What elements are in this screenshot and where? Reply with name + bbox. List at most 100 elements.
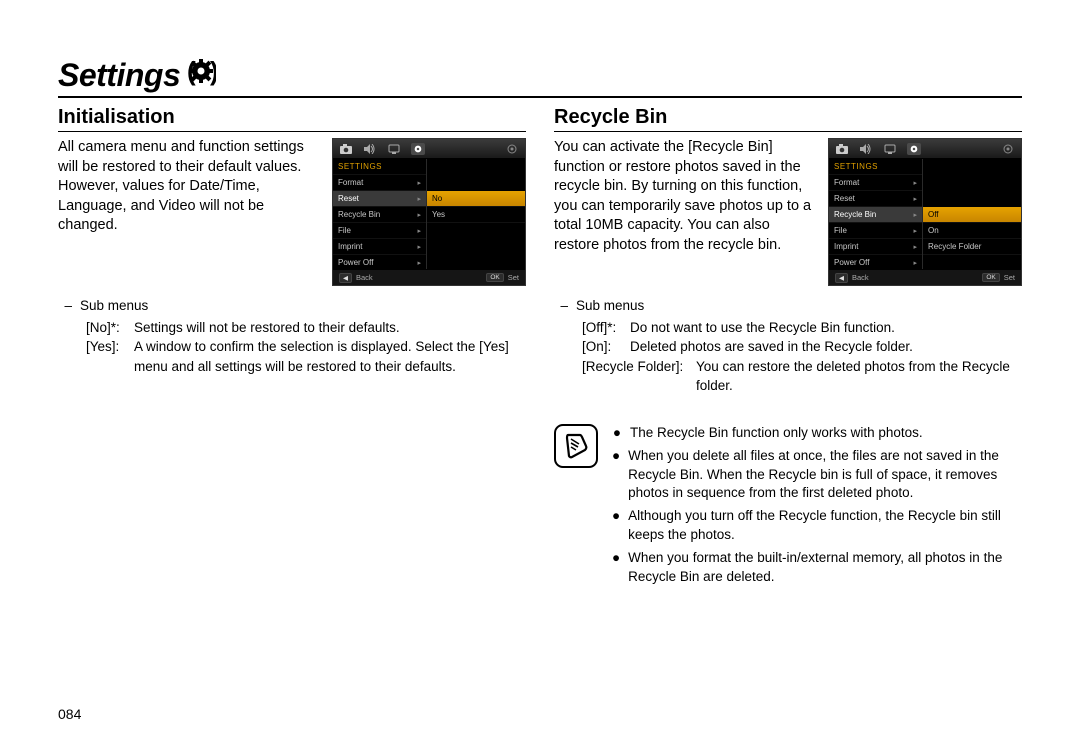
lcd-item: Format ▸ (829, 175, 922, 191)
lcd-header-label: SETTINGS (338, 162, 382, 171)
lcd-item: File▸ (333, 223, 426, 239)
camera-icon (339, 143, 353, 155)
display-icon (387, 143, 401, 155)
note-text: When you format the built-in/external me… (628, 549, 1022, 587)
left-column: Initialisation All camera menu and funct… (58, 106, 526, 591)
manual-page: Settings ( ) (0, 0, 1080, 746)
lcd-back-label: Back (852, 273, 869, 282)
section-title-recyclebin: Recycle Bin (554, 106, 1022, 132)
display-icon (883, 143, 897, 155)
right-submenus: –Sub menus [Off]*:Do not want to use the… (554, 296, 1022, 396)
row-value: Deleted photos are saved in the Recycle … (630, 337, 1022, 357)
lcd-option-label: Off (928, 210, 939, 219)
lcd-tabs (829, 139, 1021, 159)
chevron-right-icon: ▸ (417, 259, 421, 267)
lcd-item-label: Format (834, 178, 859, 187)
note-text: Although you turn off the Recycle functi… (628, 507, 1022, 545)
chevron-right-icon: ▸ (913, 179, 917, 187)
left-intro-text: All camera menu and function settings wi… (58, 138, 320, 236)
note-icon (554, 424, 598, 468)
bullet-icon: ● (612, 424, 622, 443)
chevron-right-icon: ▸ (913, 259, 917, 267)
lcd-item: Reset▸ (829, 191, 922, 207)
dash-bullet: – (58, 296, 72, 316)
left-submenus: –Sub menus [No]*: Settings will not be re… (58, 296, 526, 376)
list-item: ●Although you turn off the Recycle funct… (612, 507, 1022, 545)
dash-bullet: – (554, 296, 568, 316)
lcd-option: Yes (427, 207, 525, 223)
lcd-screenshot-right: SETTINGS Format▸ Reset▸ Recycle Bin▸ Fil… (828, 138, 1022, 286)
row-value: You can restore the deleted photos from … (696, 357, 1022, 396)
lcd-item-label: File (834, 226, 847, 235)
lcd-item-label: Imprint (338, 242, 362, 251)
lcd-item-label: Imprint (834, 242, 858, 251)
sound-icon (859, 143, 873, 155)
lcd-header-row: SETTINGS (829, 159, 922, 175)
section-title-initialisation: Initialisation (58, 106, 526, 132)
row-key: [Yes]: (58, 337, 128, 376)
lcd-item-selected: Reset ▸ (333, 191, 426, 207)
settings-tab-icon (411, 143, 425, 155)
right-kv-table: [Off]*: Do not want to use the Recycle Bi… (554, 318, 1022, 396)
lcd-item: Recycle Bin▸ (333, 207, 426, 223)
lcd-item-label: Recycle Bin (834, 210, 876, 219)
chevron-right-icon: ▸ (417, 195, 421, 203)
lcd-header-row: SETTINGS (333, 159, 426, 175)
chevron-right-icon: ▸ (913, 227, 917, 235)
lcd-screenshot-left: SETTINGS Format▸ Reset▸ Recycle Bin▸ Fil… (332, 138, 526, 286)
settings-tab-icon (907, 143, 921, 155)
row-value: Settings will not be restored to their d… (134, 318, 526, 338)
row-value: A window to confirm the selection is dis… (134, 337, 526, 376)
page-header: Settings ( ) (58, 56, 1022, 98)
lcd-option-label: Yes (432, 210, 445, 219)
bullet-icon: ● (612, 549, 620, 587)
camera-icon (835, 143, 849, 155)
lcd-item-label: Recycle Bin (338, 210, 380, 219)
table-row: [No]*: Settings will not be restored to t… (58, 318, 526, 338)
bullet-icon: ● (612, 507, 620, 545)
lcd-option-label: Recycle Folder (928, 242, 981, 251)
note-list: ● The Recycle Bin function only works wit… (612, 424, 1022, 591)
list-item: ●When you delete all files at once, the … (612, 447, 1022, 504)
extra-icon (1001, 143, 1015, 155)
list-item: ●When you format the built-in/external m… (612, 549, 1022, 587)
lcd-left-list: SETTINGS Format▸ Reset▸ Recycle Bin▸ Fil… (829, 159, 923, 269)
back-key-icon: ◀ (835, 273, 848, 283)
lcd-footer: ◀Back OKSet (829, 269, 1021, 285)
lcd-body: SETTINGS Format▸ Reset▸ Recycle Bin▸ Fil… (829, 159, 1021, 269)
lcd-item-label: Reset (834, 194, 855, 203)
svg-text:): ) (210, 56, 216, 86)
lcd-item-label: Power Off (834, 258, 869, 267)
lcd-item: Imprint ▸ (829, 239, 922, 255)
gear-icon: ( ) (186, 56, 216, 86)
table-row: [Yes]:A window to confirm the selection … (58, 337, 526, 376)
table-row: [Off]*: Do not want to use the Recycle Bi… (554, 318, 1022, 338)
ok-key-icon: OK (982, 273, 999, 282)
lcd-item-label: Format (338, 178, 363, 187)
back-key-icon: ◀ (339, 273, 352, 283)
ok-key-icon: OK (486, 273, 503, 282)
page-title: Settings (58, 57, 180, 94)
extra-icon (505, 143, 519, 155)
row-key: [Off]*: (554, 318, 624, 338)
submenu-heading: Sub menus (80, 296, 148, 316)
list-item: ● The Recycle Bin function only works wit… (612, 424, 1022, 443)
page-number: 084 (58, 706, 81, 722)
chevron-right-icon: ▸ (417, 243, 421, 251)
row-value: Do not want to use the Recycle Bin funct… (630, 318, 1022, 338)
note-text: When you delete all files at once, the f… (628, 447, 1022, 504)
note-text: The Recycle Bin function only works with… (630, 424, 923, 443)
lcd-item-label: Reset (338, 194, 359, 203)
lcd-item-label: Power Off (338, 258, 373, 267)
table-row: [Recycle Folder]:You can restore the del… (554, 357, 1022, 396)
row-key: [No]*: (58, 318, 128, 338)
lcd-right-list: Off On Recycle Folder (923, 159, 1021, 269)
lcd-body: SETTINGS Format▸ Reset▸ Recycle Bin▸ Fil… (333, 159, 525, 269)
lcd-tabs (333, 139, 525, 159)
lcd-option: On (923, 223, 1021, 239)
row-key: [On]: (554, 337, 624, 357)
bullet-icon: ● (612, 447, 620, 504)
chevron-right-icon: ▸ (913, 243, 917, 251)
chevron-right-icon: ▸ (417, 227, 421, 235)
lcd-header-label: SETTINGS (834, 162, 878, 171)
